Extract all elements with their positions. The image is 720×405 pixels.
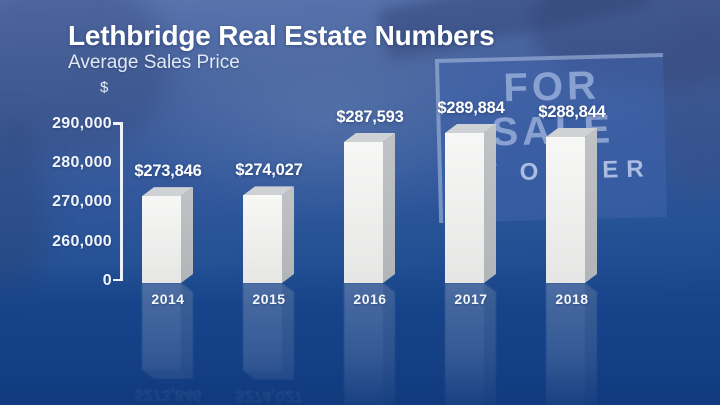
y-axis-tick-label: 0 [102,272,112,290]
bar-2016-side-face [383,132,395,283]
x-axis-label-2018: 2018 [555,291,589,307]
bar-2017-side-face [484,123,496,283]
y-axis-tick-label: 260,000 [52,232,112,250]
bar-2018-side-face [585,128,597,283]
bar-2016-value-label: $287,593 [336,107,404,126]
bar-2014-side-face [181,187,193,283]
bar-2017-value-label: $289,884 [437,98,505,117]
bar-2015-top-face [243,186,294,196]
y-axis-tick-label: 290,000 [52,114,112,132]
bar-2015 [243,195,282,283]
bar-2014-value-label: $273,846 [134,162,202,181]
bar-2016-top-face [344,132,395,142]
bar-2015-value-label: $274,027 [235,161,303,180]
x-axis-label-2017: 2017 [454,291,488,307]
bar-2018 [546,137,585,283]
ground-shading [0,265,720,405]
y-axis-line [120,122,123,281]
x-axis-label-2014: 2014 [151,291,185,307]
chart-title: Lethbridge Real Estate Numbers [68,20,495,51]
x-axis-label-2016: 2016 [353,291,387,307]
bar-2014 [142,196,181,283]
bar-2018-top-face [546,128,597,138]
bar-2018-value-label: $288,844 [538,103,606,122]
bar-2017 [445,132,484,283]
y-axis-tick-label: 280,000 [52,153,112,171]
bar-2016 [344,141,383,283]
bar-2017-top-face [445,123,496,133]
y-axis-unit-label: $ [100,79,109,96]
x-axis-label-2015: 2015 [252,291,286,307]
y-axis-tick-label: 270,000 [52,193,112,211]
y-axis-bottom-tick [113,278,121,281]
chart-subtitle: Average Sales Price [68,52,240,73]
bar-2015-side-face [282,186,294,283]
bar-2014-top-face [142,187,193,197]
y-axis-top-tick [113,122,121,125]
